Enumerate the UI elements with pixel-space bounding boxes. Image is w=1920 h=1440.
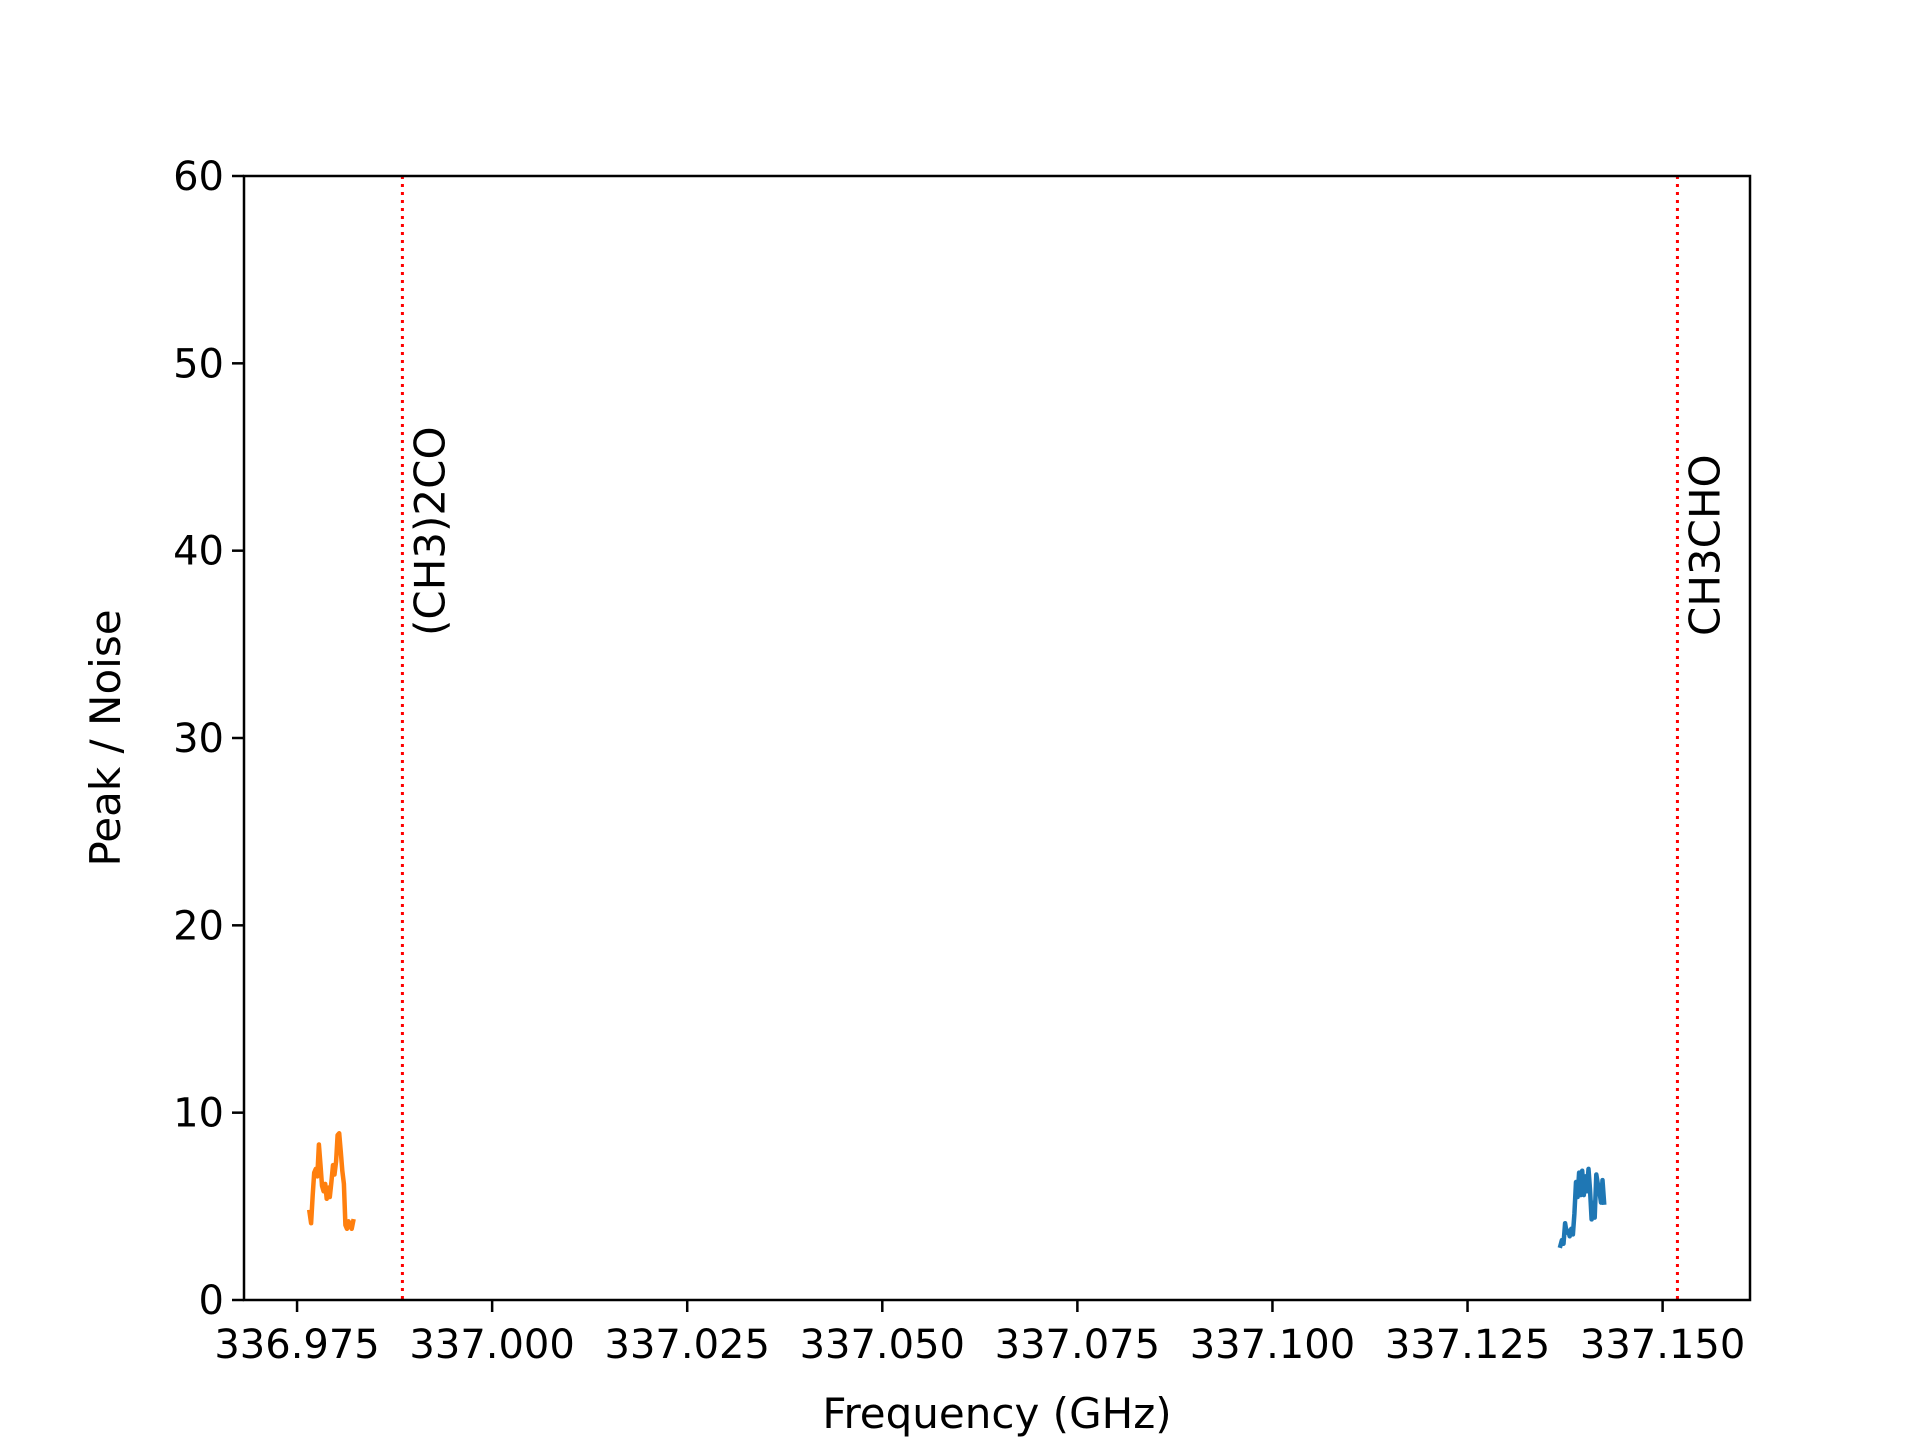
y-axis-title: Peak / Noise (81, 609, 130, 866)
series-line-2 (1557, 1166, 1607, 1249)
reference-line-label-2: CH3CHO (1680, 454, 1729, 636)
x-tick-label: 337.100 (1190, 1322, 1355, 1368)
y-tick-label: 0 (199, 1278, 224, 1324)
series-layer (306, 1131, 1607, 1249)
y-tick-label: 40 (173, 529, 224, 575)
x-axis: 336.975 337.000 337.025 337.050 337.075 337.1… (214, 1300, 1745, 1368)
y-tick-label: 30 (173, 716, 224, 762)
y-tick-label: 20 (173, 903, 224, 949)
reference-lines-layer: (CH3)2CO CH3CHO (400, 176, 1729, 1300)
reference-line-label-1: (CH3)2CO (405, 426, 454, 636)
x-tick-label: 337.050 (800, 1322, 965, 1368)
series-line-1 (306, 1131, 356, 1232)
x-tick-label: 336.975 (214, 1322, 379, 1368)
x-tick-label: 337.025 (605, 1322, 770, 1368)
y-tick-label: 50 (173, 341, 224, 387)
y-axis: 0 10 20 30 40 50 60 (173, 154, 244, 1324)
x-tick-label: 337.150 (1580, 1322, 1745, 1368)
x-tick-label: 337.000 (409, 1322, 574, 1368)
x-axis-title: Frequency (GHz) (822, 1389, 1171, 1438)
y-tick-label: 10 (173, 1091, 224, 1137)
x-tick-label: 337.075 (995, 1322, 1160, 1368)
x-tick-label: 337.125 (1385, 1322, 1550, 1368)
y-tick-label: 60 (173, 154, 224, 200)
